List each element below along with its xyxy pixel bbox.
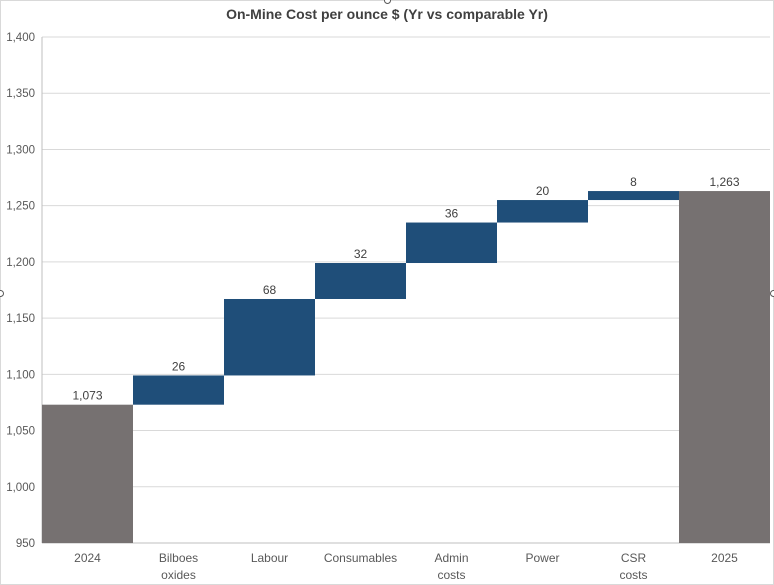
- x-category-label: Labour: [251, 551, 288, 565]
- resize-handle-top[interactable]: [384, 0, 391, 4]
- data-label: 1,263: [709, 175, 739, 189]
- x-category-label: oxides: [161, 568, 196, 582]
- x-category-label: costs: [437, 568, 465, 582]
- x-category-label: costs: [619, 568, 647, 582]
- x-category-label: Power: [525, 551, 559, 565]
- data-label: 36: [445, 207, 459, 221]
- increase-bar: [497, 200, 588, 223]
- x-category-label: Admin: [434, 551, 468, 565]
- y-tick-label: 1,150: [6, 313, 35, 325]
- total-bar: [42, 404, 133, 543]
- y-tick-label: 1,350: [6, 88, 35, 100]
- data-label: 68: [263, 283, 277, 297]
- y-tick-label: 1,200: [6, 257, 35, 269]
- data-label: 26: [172, 359, 186, 373]
- y-tick-label: 950: [16, 538, 35, 550]
- total-bar: [679, 191, 770, 543]
- increase-bar: [315, 263, 406, 299]
- data-label: 20: [536, 184, 550, 198]
- increase-bar: [224, 298, 315, 376]
- increase-bar: [588, 191, 679, 201]
- y-tick-label: 1,400: [6, 32, 35, 44]
- x-category-label: 2025: [711, 551, 738, 565]
- resize-handle-left[interactable]: [0, 290, 4, 297]
- y-tick-label: 1,100: [6, 369, 35, 381]
- resize-handle-right[interactable]: [770, 290, 774, 297]
- x-category-label: CSR: [621, 551, 647, 565]
- y-tick-label: 1,250: [6, 201, 35, 213]
- increase-bar: [406, 222, 497, 264]
- y-tick-label: 1,000: [6, 482, 35, 494]
- increase-bar: [133, 375, 224, 405]
- y-tick-label: 1,300: [6, 144, 35, 156]
- data-label: 32: [354, 247, 368, 261]
- y-tick-label: 1,050: [6, 426, 35, 438]
- data-label: 8: [630, 175, 637, 189]
- x-category-label: Consumables: [324, 551, 397, 565]
- data-label: 1,073: [72, 389, 102, 403]
- x-category-label: 2024: [74, 551, 101, 565]
- chart-title: On-Mine Cost per ounce $ (Yr vs comparab…: [226, 6, 548, 22]
- x-category-label: Bilboes: [159, 551, 198, 565]
